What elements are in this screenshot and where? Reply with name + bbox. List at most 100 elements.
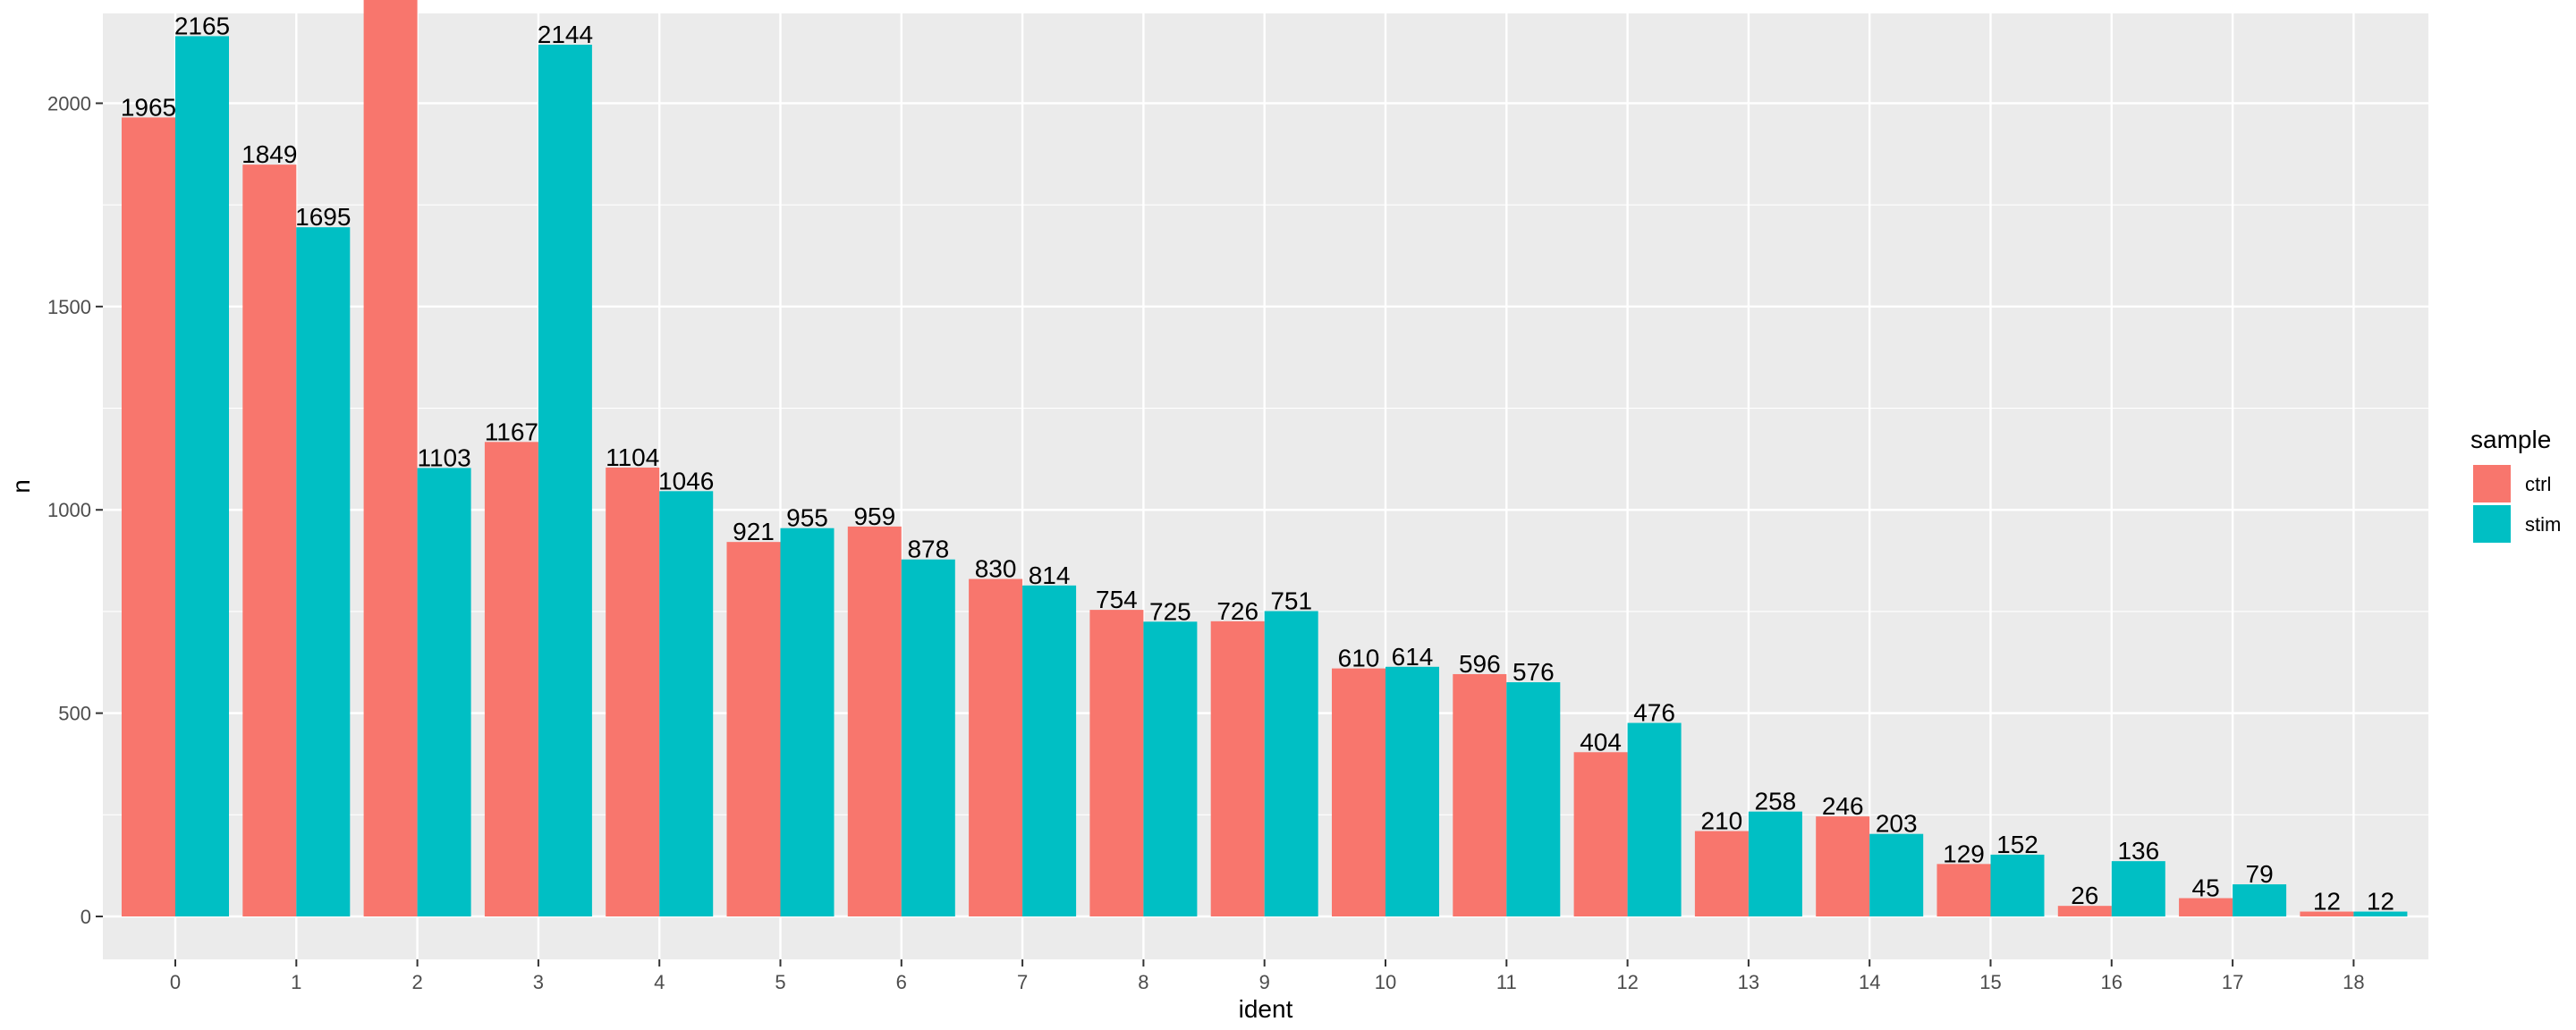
x-tick-label: 0 xyxy=(170,971,181,993)
legend-key-stim xyxy=(2473,505,2511,543)
x-axis: 0 1 2 3 4 5 6 7 8 9 10 11 12 13 14 15 16 17 18 xyxy=(170,959,2365,993)
bar-stim-10 xyxy=(1385,666,1439,916)
data-label-ctrl-10: 610 xyxy=(1338,645,1380,672)
bar-ctrl-15 xyxy=(1936,864,1991,916)
bar-stim-2 xyxy=(417,468,471,916)
bar-stim-6 xyxy=(901,559,955,916)
x-tick-label: 16 xyxy=(2101,971,2123,993)
bar-ctrl-11 xyxy=(1453,673,1507,916)
y-tick-label: 500 xyxy=(58,703,91,725)
y-tick-label: 2000 xyxy=(47,92,91,114)
y-axis: 0 500 1000 1500 2000 xyxy=(47,92,103,928)
bar-stim-0 xyxy=(175,36,229,916)
bar-stim-17 xyxy=(2233,884,2287,916)
bar-ctrl-12 xyxy=(1573,752,1628,916)
data-label-stim-8: 725 xyxy=(1149,597,1191,625)
x-tick-label: 17 xyxy=(2222,971,2243,993)
legend-key-ctrl xyxy=(2473,465,2511,502)
data-label-stim-10: 614 xyxy=(1392,643,1434,671)
bar-stim-9 xyxy=(1264,611,1318,916)
bar-stim-1 xyxy=(296,227,351,916)
legend-label-ctrl: ctrl xyxy=(2525,473,2551,495)
legend: sample ctrl stim xyxy=(2470,426,2561,543)
data-label-ctrl-3: 1167 xyxy=(485,418,538,445)
bars xyxy=(122,0,2408,917)
bar-ctrl-0 xyxy=(122,117,175,917)
bar-ctrl-1 xyxy=(242,165,297,916)
x-tick-label: 4 xyxy=(654,971,665,993)
data-label-stim-4: 1046 xyxy=(658,467,714,494)
x-tick-label: 3 xyxy=(533,971,544,993)
data-label-stim-6: 878 xyxy=(907,536,949,563)
data-label-ctrl-14: 246 xyxy=(1822,792,1864,820)
data-label-ctrl-9: 726 xyxy=(1216,597,1258,625)
data-label-ctrl-18: 12 xyxy=(2313,888,2341,916)
data-label-ctrl-16: 26 xyxy=(2071,882,2098,909)
bar-ctrl-16 xyxy=(2057,906,2112,916)
data-label-stim-14: 203 xyxy=(1876,810,1918,838)
bar-ctrl-2 xyxy=(363,0,418,916)
data-label-stim-3: 2144 xyxy=(538,21,593,48)
data-label-ctrl-12: 404 xyxy=(1580,728,1622,756)
bar-ctrl-3 xyxy=(484,442,538,916)
x-tick-label: 6 xyxy=(896,971,907,993)
y-tick-label: 1000 xyxy=(47,499,91,521)
bar-stim-5 xyxy=(780,528,835,916)
legend-title: sample xyxy=(2470,426,2551,453)
data-label-ctrl-0: 1965 xyxy=(121,93,176,121)
data-label-ctrl-17: 45 xyxy=(2192,874,2220,902)
bar-ctrl-8 xyxy=(1089,610,1144,916)
x-tick-label: 15 xyxy=(1979,971,2001,993)
x-tick-label: 9 xyxy=(1259,971,1270,993)
bar-ctrl-5 xyxy=(726,542,781,916)
data-label-stim-2: 1103 xyxy=(417,443,470,471)
y-axis-title: n xyxy=(7,479,35,494)
bar-stim-3 xyxy=(538,44,592,916)
data-label-stim-17: 79 xyxy=(2246,860,2274,888)
data-label-stim-0: 2165 xyxy=(174,12,230,39)
data-label-ctrl-4: 1104 xyxy=(606,443,659,471)
bar-ctrl-6 xyxy=(847,526,902,916)
bar-ctrl-9 xyxy=(1210,621,1265,916)
data-label-ctrl-8: 754 xyxy=(1096,586,1138,613)
bar-stim-13 xyxy=(1748,811,1802,916)
x-axis-title: ident xyxy=(1239,995,1293,1023)
data-label-ctrl-13: 210 xyxy=(1701,807,1743,835)
bar-stim-12 xyxy=(1627,722,1682,916)
bar-stim-18 xyxy=(2353,911,2408,916)
data-label-stim-5: 955 xyxy=(786,504,828,532)
data-labels: 1965184922941167110492195983075472661059… xyxy=(121,12,2394,916)
x-tick-label: 10 xyxy=(1375,971,1396,993)
data-label-stim-1: 1695 xyxy=(295,203,351,231)
data-label-stim-7: 814 xyxy=(1029,561,1071,589)
bar-ctrl-7 xyxy=(969,578,1023,916)
bar-stim-15 xyxy=(1990,854,2045,916)
data-label-ctrl-7: 830 xyxy=(975,555,1017,583)
x-tick-label: 13 xyxy=(1738,971,1759,993)
data-label-stim-18: 12 xyxy=(2367,888,2394,916)
x-tick-label: 5 xyxy=(775,971,785,993)
data-label-stim-12: 476 xyxy=(1633,699,1675,727)
data-label-stim-16: 136 xyxy=(2117,837,2159,865)
data-label-ctrl-5: 921 xyxy=(733,518,775,545)
bar-ctrl-10 xyxy=(1332,668,1385,916)
bar-stim-16 xyxy=(2111,861,2165,916)
data-label-stim-9: 751 xyxy=(1270,587,1312,614)
data-label-ctrl-11: 596 xyxy=(1459,650,1501,678)
bar-stim-14 xyxy=(1869,833,1924,916)
x-tick-label: 18 xyxy=(2343,971,2364,993)
bar-ctrl-18 xyxy=(2300,911,2354,916)
bar-ctrl-14 xyxy=(1816,816,1870,916)
x-tick-label: 1 xyxy=(291,971,301,993)
x-tick-label: 11 xyxy=(1496,971,1517,993)
bar-stim-11 xyxy=(1506,682,1561,916)
bar-stim-8 xyxy=(1143,621,1198,916)
bar-ctrl-4 xyxy=(606,467,660,916)
data-label-stim-13: 258 xyxy=(1755,788,1797,815)
bar-ctrl-13 xyxy=(1694,831,1749,916)
x-tick-label: 12 xyxy=(1616,971,1638,993)
y-tick-label: 1500 xyxy=(47,296,91,318)
x-tick-label: 2 xyxy=(411,971,422,993)
x-tick-label: 8 xyxy=(1138,971,1148,993)
